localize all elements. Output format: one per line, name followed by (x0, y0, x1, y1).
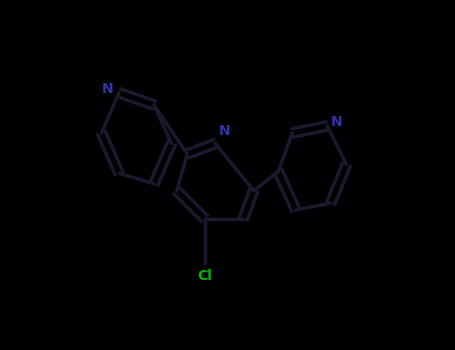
Text: N: N (219, 124, 230, 138)
Text: N: N (102, 82, 114, 96)
Text: N: N (331, 116, 342, 130)
Text: Cl: Cl (197, 270, 212, 284)
